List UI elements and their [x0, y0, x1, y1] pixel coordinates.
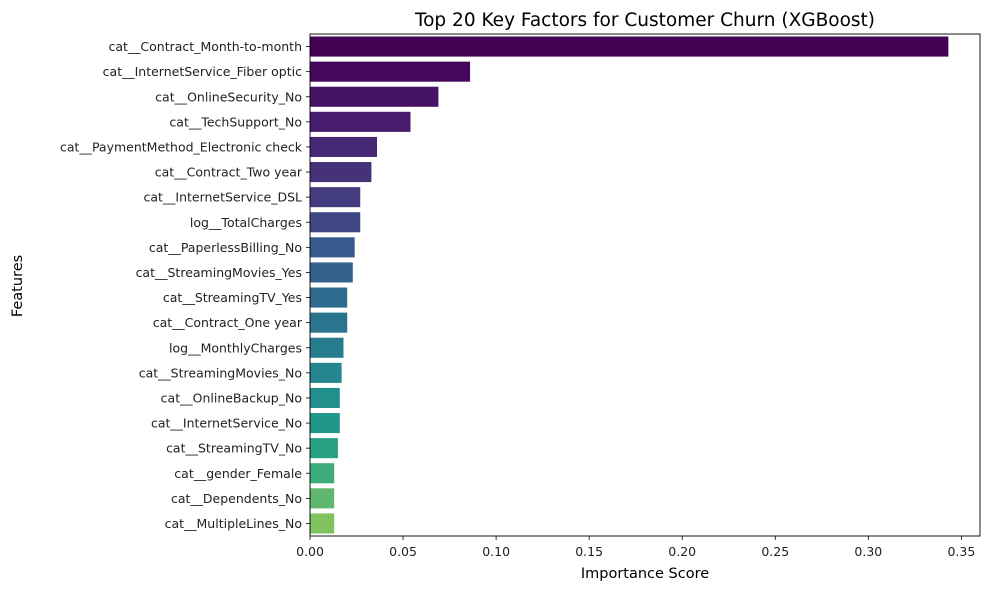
plot-frame	[309, 33, 981, 537]
bar-5	[310, 162, 372, 183]
bar-14	[310, 387, 340, 408]
bar-11	[310, 312, 348, 333]
y-tick-label: cat__OnlineSecurity_No	[155, 89, 302, 104]
x-tick-label: 0.20	[668, 544, 696, 559]
bar-3	[310, 111, 411, 132]
y-tick-label: cat__gender_Female	[174, 466, 302, 481]
chart-title: Top 20 Key Factors for Customer Churn (X…	[414, 10, 875, 31]
y-tick-label: cat__Contract_Two year	[155, 165, 303, 180]
bar-13	[310, 362, 342, 383]
bar-10	[310, 287, 348, 308]
y-tick-label: cat__Contract_Month-to-month	[108, 39, 302, 54]
x-tick-label: 0.15	[575, 544, 603, 559]
bar-2	[310, 86, 439, 107]
bar-7	[310, 212, 361, 233]
y-tick-label: cat__PaymentMethod_Electronic check	[60, 139, 303, 154]
y-tick-label: cat__Dependents_No	[171, 491, 302, 506]
bar-6	[310, 187, 361, 208]
y-tick-label: cat__PaperlessBilling_No	[149, 240, 302, 255]
bar-18	[310, 488, 335, 509]
bar-19	[310, 513, 335, 534]
x-tick-label: 0.25	[761, 544, 789, 559]
x-tick-label: 0.00	[296, 544, 324, 559]
y-tick-label: cat__StreamingTV_No	[166, 441, 302, 456]
y-tick-label: log__MonthlyCharges	[169, 340, 302, 355]
bar-4	[310, 136, 377, 157]
bars-group	[310, 36, 949, 534]
bar-9	[310, 262, 353, 283]
x-tick-label: 0.30	[854, 544, 882, 559]
y-tick-label: cat__Contract_One year	[153, 315, 303, 330]
y-tick-label: cat__StreamingMovies_No	[139, 365, 302, 380]
bar-17	[310, 463, 335, 484]
y-tick-label: cat__StreamingTV_Yes	[163, 290, 302, 305]
x-tick-label: 0.35	[947, 544, 975, 559]
y-tick-label: cat__InternetService_DSL	[143, 190, 302, 205]
bar-0	[310, 36, 949, 57]
y-tick-label: cat__OnlineBackup_No	[161, 390, 302, 405]
y-tick-label: cat__InternetService_Fiber optic	[103, 64, 302, 79]
y-tick-label: cat__TechSupport_No	[169, 114, 302, 129]
x-tick-label: 0.10	[482, 544, 510, 559]
x-tick-label: 0.05	[389, 544, 417, 559]
x-axis-ticks: 0.00 0.05 0.10 0.15 0.20 0.25 0.30 0.35	[296, 536, 975, 559]
bar-15	[310, 413, 340, 434]
y-tick-label: log__TotalCharges	[190, 215, 302, 230]
bar-8	[310, 237, 355, 258]
bar-16	[310, 438, 338, 459]
y-axis-title: Features	[10, 255, 26, 317]
y-axis-ticks: cat__Contract_Month-to-month cat__Interne…	[60, 39, 310, 531]
x-axis-title: Importance Score	[581, 566, 709, 582]
axes-frame	[309, 33, 981, 537]
y-tick-label: cat__InternetService_No	[151, 416, 302, 431]
y-tick-label: cat__StreamingMovies_Yes	[136, 265, 302, 280]
bar-1	[310, 61, 471, 82]
y-tick-label: cat__MultipleLines_No	[165, 516, 302, 531]
bar-12	[310, 337, 344, 358]
